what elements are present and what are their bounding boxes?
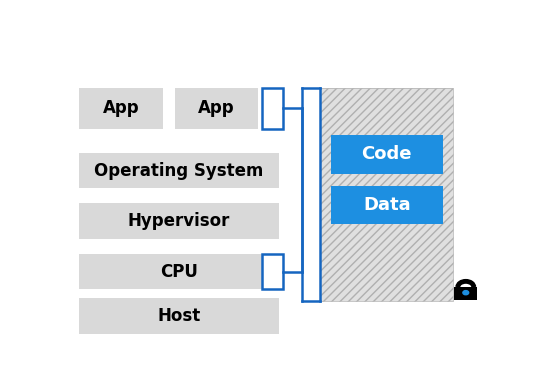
Bar — [175, 88, 258, 129]
Bar — [331, 186, 443, 224]
Bar — [321, 88, 453, 301]
Text: App: App — [103, 99, 139, 117]
Text: Code: Code — [362, 146, 412, 163]
Bar — [321, 88, 453, 301]
Text: Data: Data — [363, 196, 411, 214]
Text: App: App — [198, 99, 235, 117]
Bar — [331, 135, 443, 174]
Bar — [79, 298, 279, 334]
Bar — [79, 203, 279, 239]
Text: CPU: CPU — [160, 263, 198, 281]
Bar — [262, 88, 283, 129]
Text: Hypervisor: Hypervisor — [128, 212, 230, 230]
Text: Host: Host — [158, 307, 201, 325]
Bar — [79, 153, 279, 189]
Circle shape — [463, 291, 468, 295]
Bar — [79, 254, 279, 289]
Bar — [262, 254, 283, 289]
Bar — [455, 287, 477, 300]
Text: Operating System: Operating System — [94, 162, 264, 180]
Bar — [79, 88, 162, 129]
